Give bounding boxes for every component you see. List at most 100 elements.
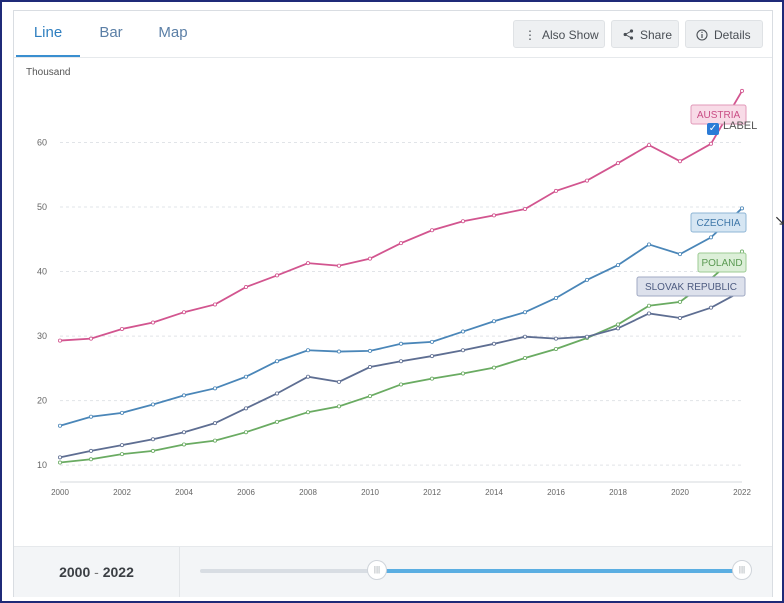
data-point xyxy=(491,365,496,370)
data-point xyxy=(367,365,372,370)
data-point xyxy=(274,419,279,424)
x-tick-label: 2006 xyxy=(237,488,255,497)
range-separator: - xyxy=(94,564,99,580)
data-point xyxy=(212,438,217,443)
y-axis-label: Thousand xyxy=(26,67,70,78)
details-button[interactable]: Details xyxy=(685,20,763,48)
data-point xyxy=(305,348,310,353)
data-point xyxy=(522,334,527,339)
series-end-label-box xyxy=(636,276,746,297)
data-point xyxy=(243,285,248,290)
data-point xyxy=(398,382,403,387)
data-point xyxy=(647,311,652,316)
share-label: Share xyxy=(640,28,673,42)
also-show-label: Also Show xyxy=(542,28,599,42)
x-tick-label: 2000 xyxy=(51,488,69,497)
data-point xyxy=(305,374,310,379)
data-point xyxy=(647,303,652,308)
data-point xyxy=(58,460,63,465)
data-point xyxy=(89,457,94,462)
data-point xyxy=(181,430,186,435)
data-point xyxy=(274,391,279,396)
x-tick-label: 2008 xyxy=(299,488,317,497)
tab-bar[interactable]: Bar xyxy=(99,24,123,41)
y-tick-label: 30 xyxy=(37,331,47,341)
data-point xyxy=(58,338,63,343)
data-point xyxy=(585,178,590,183)
data-point xyxy=(58,455,63,460)
share-button[interactable]: Share xyxy=(611,20,679,48)
series-line-austria xyxy=(59,90,743,342)
data-point xyxy=(491,319,496,324)
data-point xyxy=(709,141,714,146)
series-end-label: CZECHIA xyxy=(697,218,741,229)
data-point xyxy=(336,349,341,354)
data-point xyxy=(58,423,63,428)
data-point xyxy=(616,322,621,327)
data-point xyxy=(120,410,125,415)
time-range-bar: 2000 - 2022 ||| ||| xyxy=(14,546,772,597)
data-point xyxy=(491,341,496,346)
data-point xyxy=(460,329,465,334)
label-toggle-text: LABEL xyxy=(723,120,758,132)
range-end: 2022 xyxy=(102,564,134,580)
series-end-label-box xyxy=(697,252,747,273)
data-point xyxy=(274,359,279,364)
data-point xyxy=(678,299,683,304)
x-tick-label: 2014 xyxy=(485,488,503,497)
range-end-handle[interactable]: ||| xyxy=(732,560,752,580)
data-point xyxy=(678,252,683,257)
range-start: 2000 xyxy=(59,564,91,580)
range-label: 2000 - 2022 xyxy=(14,547,180,597)
range-slider-selection xyxy=(378,569,742,573)
label-toggle[interactable]: ✓ LABEL xyxy=(707,118,758,135)
data-point xyxy=(554,295,559,300)
data-point xyxy=(150,402,155,407)
data-point xyxy=(678,315,683,320)
data-point xyxy=(429,339,434,344)
info-icon xyxy=(694,21,710,49)
data-point xyxy=(336,404,341,409)
data-point xyxy=(150,437,155,442)
data-point xyxy=(181,393,186,398)
tab-map[interactable]: Map xyxy=(158,24,188,41)
data-point xyxy=(336,379,341,384)
line-chart: 10 20 30 40 50 60 2000 2002 2004 2006 2008 2010 201… xyxy=(26,67,751,497)
also-show-button[interactable]: ⋮ Also Show xyxy=(513,20,605,48)
data-point xyxy=(150,320,155,325)
share-icon xyxy=(620,21,636,49)
data-point xyxy=(181,310,186,315)
data-point xyxy=(120,443,125,448)
data-point xyxy=(274,273,279,278)
x-tick-label: 2012 xyxy=(423,488,441,497)
x-tick-label: 2010 xyxy=(361,488,379,497)
chart-type-tabs: Line Bar Map ⋮ Also Show Share xyxy=(14,11,772,58)
data-point xyxy=(429,376,434,381)
data-point xyxy=(89,336,94,341)
details-label: Details xyxy=(714,28,751,42)
data-point xyxy=(305,410,310,415)
data-point xyxy=(212,302,217,307)
data-point xyxy=(616,326,621,331)
checkbox-checked-icon[interactable]: ✓ xyxy=(707,123,719,135)
x-tick-label: 2004 xyxy=(175,488,193,497)
kebab-icon: ⋮ xyxy=(524,28,536,42)
series-end-label: SLOVAK REPUBLIC xyxy=(645,282,737,293)
data-point xyxy=(243,430,248,435)
data-point xyxy=(647,242,652,247)
y-tick-label: 50 xyxy=(37,202,47,212)
tab-line[interactable]: Line xyxy=(16,11,80,57)
data-point xyxy=(89,414,94,419)
range-start-handle[interactable]: ||| xyxy=(367,560,387,580)
data-point xyxy=(460,371,465,376)
data-point xyxy=(243,374,248,379)
data-point xyxy=(367,256,372,261)
data-point xyxy=(585,334,590,339)
series-line-slovak-republic xyxy=(59,290,743,459)
data-point xyxy=(243,406,248,411)
y-tick-label: 20 xyxy=(37,396,47,406)
chart-panel: Line Bar Map ⋮ Also Show Share xyxy=(13,10,773,597)
data-point xyxy=(585,277,590,282)
data-point xyxy=(429,354,434,359)
